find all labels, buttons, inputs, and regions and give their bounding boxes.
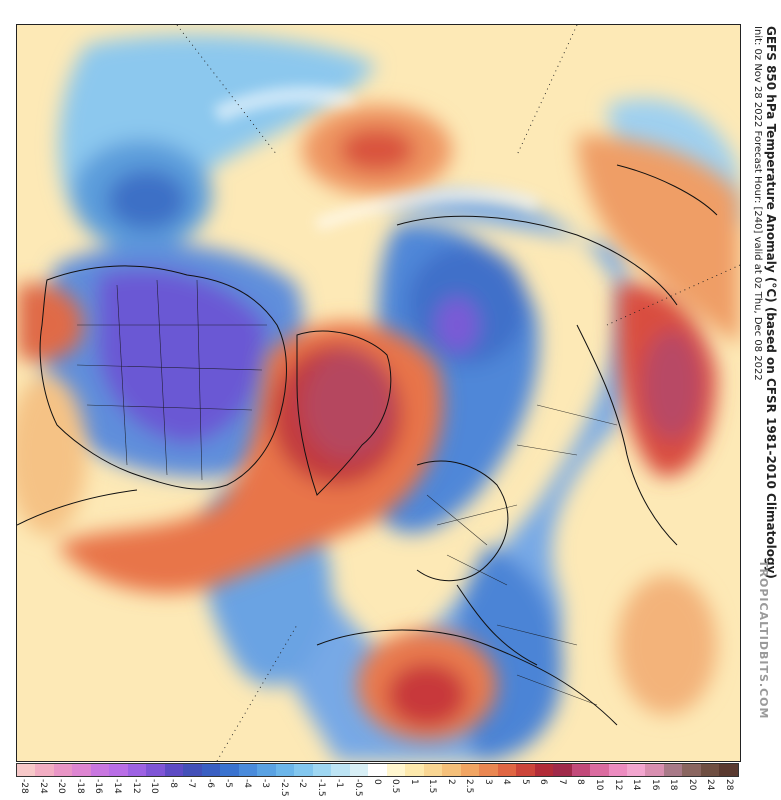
watermark-text: TROPICALTIDBITS.COM xyxy=(757,560,770,720)
colorbar-tick-label: -7 xyxy=(186,779,197,788)
colorbar-tick-label: -2.5 xyxy=(278,779,289,797)
colorbar-swatch xyxy=(553,764,572,776)
colorbar-swatch xyxy=(17,764,36,776)
colorbar-tick-label: 20 xyxy=(686,779,697,791)
colorbar-tick-label: 0.5 xyxy=(390,779,401,794)
colorbar-swatch xyxy=(72,764,91,776)
colorbar-swatch xyxy=(497,764,517,776)
colorbar-swatch xyxy=(590,764,609,776)
colorbar-swatch xyxy=(35,764,54,776)
colorbar-swatch xyxy=(645,764,664,776)
colorbar-tick-label: 2 xyxy=(445,779,456,785)
colorbar-tick-label: 3 xyxy=(482,779,493,785)
colorbar-swatch xyxy=(90,764,110,776)
colorbar-swatch xyxy=(164,764,184,776)
colorbar-swatch xyxy=(201,764,221,776)
colorbar-tick-label: -28 xyxy=(19,779,30,794)
colorbar-tick-label: -12 xyxy=(130,779,141,794)
colorbar-tick-label: 0 xyxy=(371,779,382,785)
colorbar-tick-label: -18 xyxy=(74,779,85,794)
colorbar-tick-label: -16 xyxy=(93,779,104,794)
colorbar-tick-label: -3 xyxy=(260,779,271,788)
political-borders xyxy=(76,279,618,706)
colorbar-tick-label: -0.5 xyxy=(352,779,363,797)
colorbar-swatch xyxy=(53,764,73,776)
colorbar-tick-label: 6 xyxy=(538,779,549,785)
colorbar-tick-label: 1.5 xyxy=(427,779,438,794)
coastlines xyxy=(17,164,718,726)
watermark: TROPICALTIDBITS.COM xyxy=(752,560,772,760)
colorbar-swatch xyxy=(700,764,720,776)
colorbar-swatch xyxy=(626,764,646,776)
colorbar-swatch xyxy=(368,764,387,776)
colorbar-swatch xyxy=(663,764,683,776)
neutral-band xyxy=(212,86,540,232)
colorbar-swatch xyxy=(275,764,295,776)
colorbar-tick-label: 14 xyxy=(631,779,642,791)
colorbar-swatch xyxy=(479,764,498,776)
colorbar-swatch xyxy=(386,764,406,776)
colorbar-swatch xyxy=(719,764,738,776)
colorbar-ticks: -28 -24 -20 -18 -16 -14 -12 -10 -8 -7 -6 -5 -4 -3 -2.5… xyxy=(16,779,739,797)
warm-anomaly-field xyxy=(17,105,740,740)
colorbar-swatch xyxy=(238,764,258,776)
colorbar-tick-label: 2.5 xyxy=(464,779,475,794)
colorbar-swatch xyxy=(312,764,332,776)
colorbar-swatch xyxy=(220,764,239,776)
colorbar-tick-label: 24 xyxy=(705,779,716,791)
colorbar-swatch xyxy=(571,764,591,776)
colorbar-tick-label: -4 xyxy=(241,779,252,788)
colorbar-tick-label: 5 xyxy=(519,779,530,785)
colorbar-swatch xyxy=(127,764,147,776)
colorbar-tick-label: 28 xyxy=(723,779,734,791)
anomaly-map xyxy=(16,24,741,762)
colorbar-swatch xyxy=(516,764,535,776)
colorbar-swatch xyxy=(109,764,128,776)
colorbar-swatch xyxy=(534,764,554,776)
colorbar-tick-label: 4 xyxy=(501,779,512,785)
map-subtitle: Init: 0z Nov 28 2022 Forecast Hour: [240… xyxy=(752,26,763,381)
colorbar-tick-label: -20 xyxy=(56,779,67,794)
colorbar-swatch xyxy=(608,764,627,776)
colorbar-tick-label: -6 xyxy=(204,779,215,788)
colorbar-tick-label: -5 xyxy=(223,779,234,788)
colorbar-tick-label: -8 xyxy=(167,779,178,788)
colorbar-swatch xyxy=(331,764,350,776)
map-canvas xyxy=(17,25,740,761)
colorbar-swatch xyxy=(682,764,701,776)
colorbar-tick-label: -24 xyxy=(37,779,48,794)
map-title-block: GEFS 850 hPa Temperature Anomaly (°C) (b… xyxy=(748,26,778,579)
colorbar-tick-label: 18 xyxy=(668,779,679,791)
colorbar-swatch xyxy=(460,764,480,776)
colorbar-tick-label: 7 xyxy=(556,779,567,785)
colorbar-swatch xyxy=(257,764,276,776)
colorbar-swatch xyxy=(423,764,443,776)
colorbar-swatch xyxy=(183,764,202,776)
colorbar xyxy=(16,763,739,777)
colorbar-tick-label: -10 xyxy=(149,779,160,794)
colorbar-swatch xyxy=(405,764,424,776)
colorbar-tick-label: -2 xyxy=(297,779,308,788)
colorbar-swatch xyxy=(442,764,461,776)
colorbar-tick-label: 16 xyxy=(649,779,660,791)
colorbar-tick-label: 12 xyxy=(612,779,623,791)
colorbar-tick-label: 10 xyxy=(593,779,604,791)
colorbar-tick-label: 1 xyxy=(408,779,419,785)
colorbar-tick-label: 8 xyxy=(575,779,586,785)
colorbar-swatch xyxy=(294,764,313,776)
colorbar-swatch xyxy=(146,764,165,776)
colorbar-tick-label: -1.5 xyxy=(315,779,326,797)
colorbar-tick-label: -1 xyxy=(334,779,345,788)
map-title: GEFS 850 hPa Temperature Anomaly (°C) (b… xyxy=(764,26,778,579)
colorbar-swatch xyxy=(349,764,369,776)
colorbar-tick-label: -14 xyxy=(111,779,122,794)
